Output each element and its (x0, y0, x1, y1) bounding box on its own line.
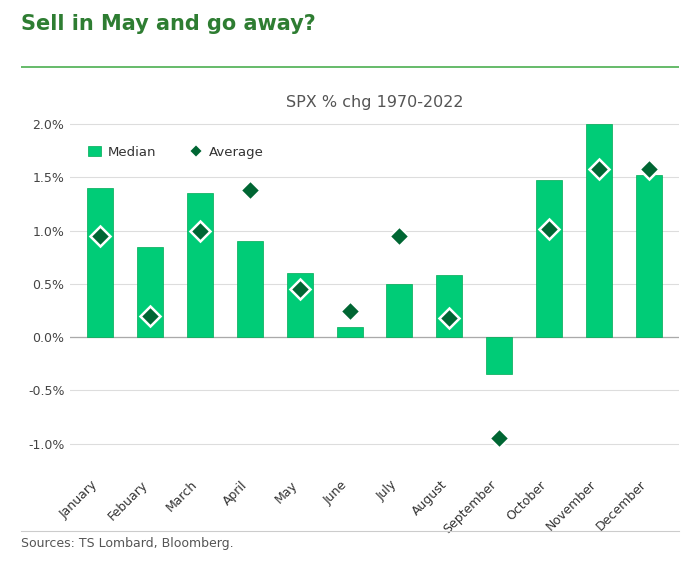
Bar (337, 327, 363, 337)
Bar (386, 284, 412, 337)
Bar (436, 276, 463, 337)
Bar (237, 241, 262, 337)
Legend: Median, Average: Median, Average (83, 140, 270, 164)
Bar (87, 188, 113, 337)
Bar (486, 337, 512, 375)
Text: Sell in May and go away?: Sell in May and go away? (21, 14, 316, 34)
Text: Sources: TS Lombard, Bloomberg.: Sources: TS Lombard, Bloomberg. (21, 536, 234, 549)
Text: SPX % chg 1970-2022: SPX % chg 1970-2022 (286, 95, 463, 110)
Bar (286, 273, 313, 337)
Bar (586, 124, 612, 337)
Bar (187, 194, 213, 337)
Bar (536, 180, 562, 337)
Bar (137, 246, 163, 337)
Bar (636, 175, 662, 337)
